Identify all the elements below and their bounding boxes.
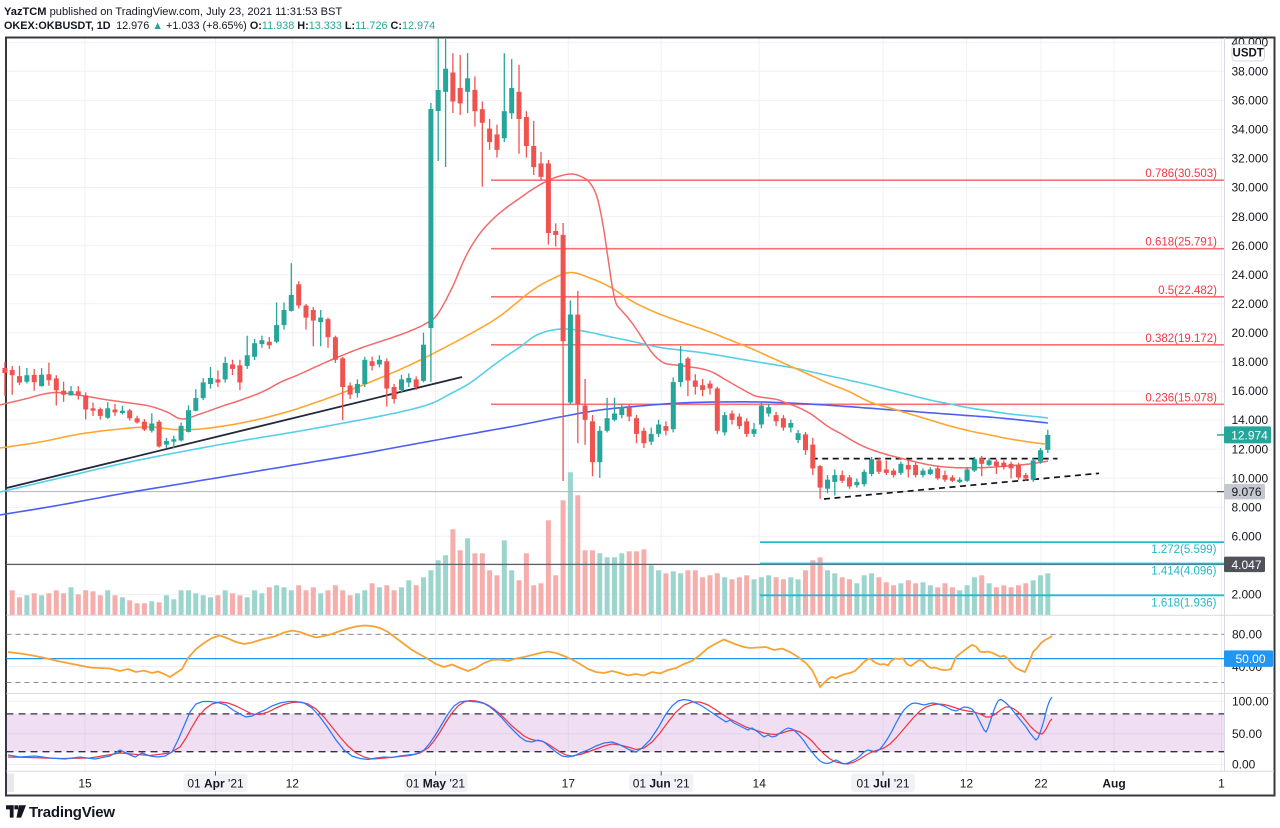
svg-text:10.000: 10.000 xyxy=(1232,471,1269,485)
svg-text:0.236(15.078): 0.236(15.078) xyxy=(1145,392,1217,404)
svg-text:9.076: 9.076 xyxy=(1231,485,1261,499)
svg-text:100.00: 100.00 xyxy=(1232,695,1269,709)
svg-text:15: 15 xyxy=(78,776,92,790)
svg-text:0.786(30.503): 0.786(30.503) xyxy=(1145,168,1217,180)
svg-text:28.000: 28.000 xyxy=(1232,210,1269,224)
svg-text:26.000: 26.000 xyxy=(1232,239,1269,253)
svg-text:01 Apr '21: 01 Apr '21 xyxy=(187,776,244,790)
svg-text:12.000: 12.000 xyxy=(1232,442,1269,456)
svg-text:16.000: 16.000 xyxy=(1232,384,1269,398)
svg-text:14: 14 xyxy=(753,776,767,790)
svg-text:01 Jun '21: 01 Jun '21 xyxy=(633,776,690,790)
svg-text:20.000: 20.000 xyxy=(1232,326,1269,340)
svg-text:0.5(22.482): 0.5(22.482) xyxy=(1158,285,1217,297)
svg-text:24.000: 24.000 xyxy=(1232,268,1269,282)
svg-text:1.272(5.599): 1.272(5.599) xyxy=(1151,544,1216,556)
svg-text:4.047: 4.047 xyxy=(1231,558,1261,572)
svg-text:80.00: 80.00 xyxy=(1232,628,1262,642)
svg-text:18.000: 18.000 xyxy=(1232,355,1269,369)
svg-text:01 May '21: 01 May '21 xyxy=(406,776,465,790)
svg-text:30.000: 30.000 xyxy=(1232,181,1269,195)
svg-text:1.618(1.936): 1.618(1.936) xyxy=(1151,597,1216,609)
svg-text:8.000: 8.000 xyxy=(1232,500,1262,514)
svg-text:Aug: Aug xyxy=(1102,776,1125,790)
svg-text:0.00: 0.00 xyxy=(1232,758,1256,772)
svg-text:17: 17 xyxy=(562,776,576,790)
svg-text:38.000: 38.000 xyxy=(1232,65,1269,79)
svg-text:22: 22 xyxy=(1034,776,1048,790)
svg-text:12.974: 12.974 xyxy=(1231,428,1268,442)
svg-text:01 Jul '21: 01 Jul '21 xyxy=(856,776,909,790)
svg-text:34.000: 34.000 xyxy=(1232,123,1269,137)
svg-text:36.000: 36.000 xyxy=(1232,94,1269,108)
svg-text:USDT: USDT xyxy=(1233,48,1264,60)
svg-text:12: 12 xyxy=(286,776,300,790)
svg-text:50.00: 50.00 xyxy=(1232,727,1262,741)
svg-text:14.000: 14.000 xyxy=(1232,413,1269,427)
svg-text:12: 12 xyxy=(960,776,974,790)
svg-text:6.000: 6.000 xyxy=(1232,530,1262,544)
svg-text:1.414(4.096): 1.414(4.096) xyxy=(1151,566,1216,578)
svg-text:22.000: 22.000 xyxy=(1232,297,1269,311)
svg-text:TradingView: TradingView xyxy=(29,804,115,821)
svg-text:2.000: 2.000 xyxy=(1232,588,1262,602)
svg-text:50.00: 50.00 xyxy=(1235,652,1265,666)
svg-text:32.000: 32.000 xyxy=(1232,152,1269,166)
svg-text:0.382(19.172): 0.382(19.172) xyxy=(1145,333,1217,345)
svg-text:1: 1 xyxy=(1218,776,1225,790)
svg-text:0.618(25.791): 0.618(25.791) xyxy=(1145,237,1217,249)
